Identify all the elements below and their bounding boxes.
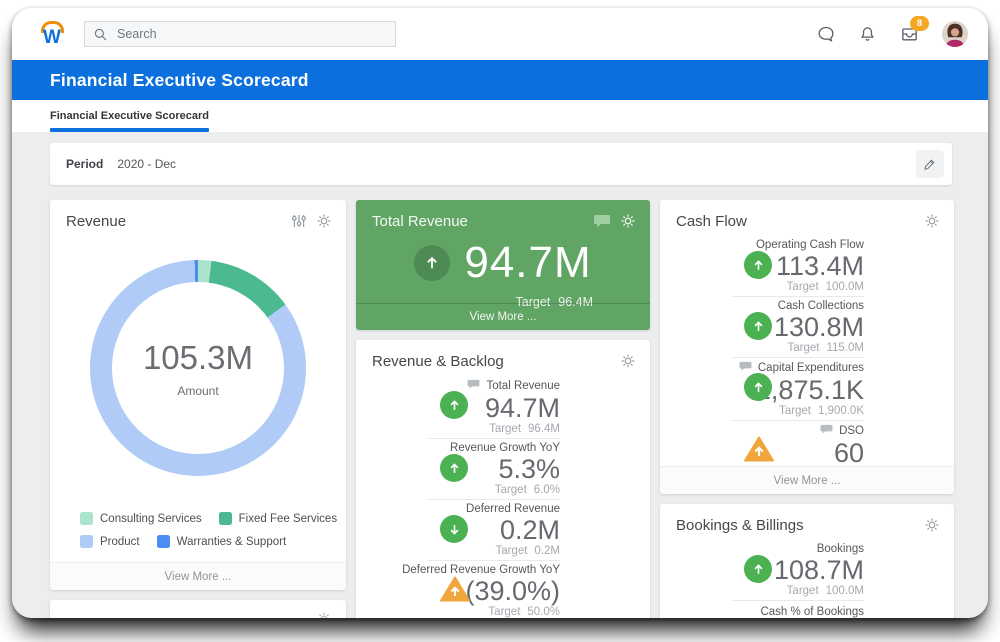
total-revenue-card: Total Revenue 94.7M: [356, 200, 650, 330]
kpi-row-operating-cash-flow[interactable]: Operating Cash Flow 113.4M Target100.0M: [660, 236, 954, 297]
trend-up-icon: [440, 454, 468, 482]
total-revenue-value: 94.7M: [464, 238, 591, 288]
avatar[interactable]: [942, 21, 968, 47]
view-more-link[interactable]: View More ...: [50, 562, 346, 590]
tab-financial-executive-scorecard[interactable]: Financial Executive Scorecard: [50, 100, 209, 132]
view-more-link[interactable]: View More ...: [660, 466, 954, 494]
trend-up-icon: [414, 245, 450, 281]
gear-icon[interactable]: [620, 213, 636, 229]
period-bar: Period 2020 - Dec: [50, 143, 952, 185]
donut-center: 105.3M Amount: [90, 260, 306, 476]
total-revenue-title: Total Revenue: [372, 213, 468, 230]
bookings-billings-card: Bookings & Billings Bookings 108.7M Targ…: [660, 504, 954, 618]
inbox-badge: 8: [910, 16, 929, 31]
legend-item[interactable]: Product: [80, 535, 140, 548]
page-header: Financial Executive Scorecard: [12, 60, 988, 100]
search-box[interactable]: [84, 21, 396, 47]
cash-flow-card: Cash Flow Operating Cash Flow 113.4M Tar…: [660, 200, 954, 494]
kpi-row-revenue-growth[interactable]: Revenue Growth YoY 5.3% Target6.0%: [356, 439, 650, 500]
revenue-backlog-title: Revenue & Backlog: [372, 353, 504, 370]
topbar-icons: 8: [816, 21, 968, 47]
trend-up-icon: [744, 373, 772, 401]
workday-logo[interactable]: W: [36, 21, 68, 48]
search-input[interactable]: [115, 26, 387, 42]
legend-swatch: [219, 512, 232, 525]
trend-up-icon: [744, 555, 772, 583]
legend-item[interactable]: Warranties & Support: [157, 535, 287, 548]
bookings-billings-title: Bookings & Billings: [676, 517, 804, 534]
app-window: W 8 Financial Executive Scorecard: [12, 8, 988, 618]
legend-swatch: [80, 535, 93, 548]
donut-center-value: 105.3M: [143, 339, 253, 377]
search-icon: [93, 27, 108, 42]
topbar: W 8: [12, 8, 988, 60]
gear-icon[interactable]: [620, 353, 636, 369]
kpi-row-capital-expenditures[interactable]: Capital Expenditures 1,875.1K Target1,90…: [660, 358, 954, 421]
edit-period-button[interactable]: [916, 150, 944, 178]
dashboard-content: Period 2020 - Dec Revenue: [12, 132, 988, 618]
logo-letter: W: [43, 28, 61, 48]
kpi-row-deferred-revenue-growth[interactable]: Deferred Revenue Growth YoY (39.0%) Targ…: [356, 561, 650, 618]
cash-flow-title: Cash Flow: [676, 213, 747, 230]
kpi-row-total-revenue[interactable]: Total Revenue 94.7M Target96.4M: [356, 376, 650, 439]
donut-center-label: Amount: [177, 384, 218, 398]
period-label: Period: [66, 157, 103, 171]
comment-icon: [467, 379, 480, 394]
legend-item[interactable]: Fixed Fee Services: [219, 512, 337, 525]
chart-legend: Consulting Services Fixed Fee Services P…: [80, 512, 338, 548]
legend-swatch: [80, 512, 93, 525]
gear-icon[interactable]: [924, 517, 940, 533]
gear-icon[interactable]: [316, 213, 332, 229]
clipped-card: [50, 600, 346, 618]
trend-up-icon: [744, 312, 772, 340]
warning-triangle-icon: [440, 576, 470, 607]
comment-icon: [820, 424, 833, 439]
inbox-icon[interactable]: 8: [899, 24, 920, 44]
gear-icon[interactable]: [316, 611, 332, 618]
trend-up-icon: [440, 391, 468, 419]
filter-sliders-icon[interactable]: [291, 213, 307, 229]
kpi-row-deferred-revenue[interactable]: Deferred Revenue 0.2M Target0.2M: [356, 500, 650, 561]
pencil-icon: [923, 157, 937, 171]
kpi-row-cash-collections[interactable]: Cash Collections 130.8M Target115.0M: [660, 297, 954, 358]
legend-item[interactable]: Consulting Services: [80, 512, 202, 525]
page-title: Financial Executive Scorecard: [50, 70, 309, 91]
notifications-bell-icon[interactable]: [858, 24, 877, 44]
gear-icon[interactable]: [924, 213, 940, 229]
column-1: Revenue 105.3M Amount: [50, 200, 346, 618]
comment-icon[interactable]: [593, 214, 611, 229]
warning-triangle-icon: [744, 436, 774, 467]
trend-down-icon: [440, 515, 468, 543]
revenue-card: Revenue 105.3M Amount: [50, 200, 346, 590]
revenue-backlog-card: Revenue & Backlog Total Revenue 94.7M Ta…: [356, 340, 650, 618]
legend-swatch: [157, 535, 170, 548]
tab-bar: Financial Executive Scorecard: [12, 100, 988, 132]
column-3: Cash Flow Operating Cash Flow 113.4M Tar…: [660, 200, 954, 618]
period-value: 2020 - Dec: [117, 157, 176, 171]
view-more-link[interactable]: View More ...: [356, 303, 650, 330]
revenue-donut-chart[interactable]: 105.3M Amount: [90, 260, 306, 476]
chat-icon[interactable]: [816, 24, 836, 44]
kpi-row-bookings[interactable]: Bookings 108.7M Target100.0M: [660, 540, 954, 601]
trend-up-icon: [744, 251, 772, 279]
revenue-card-title: Revenue: [66, 213, 126, 230]
kpi-row-cash-pct-of-bookings[interactable]: Cash % of Bookings: [660, 601, 954, 618]
column-2: Total Revenue 94.7M: [356, 200, 650, 618]
